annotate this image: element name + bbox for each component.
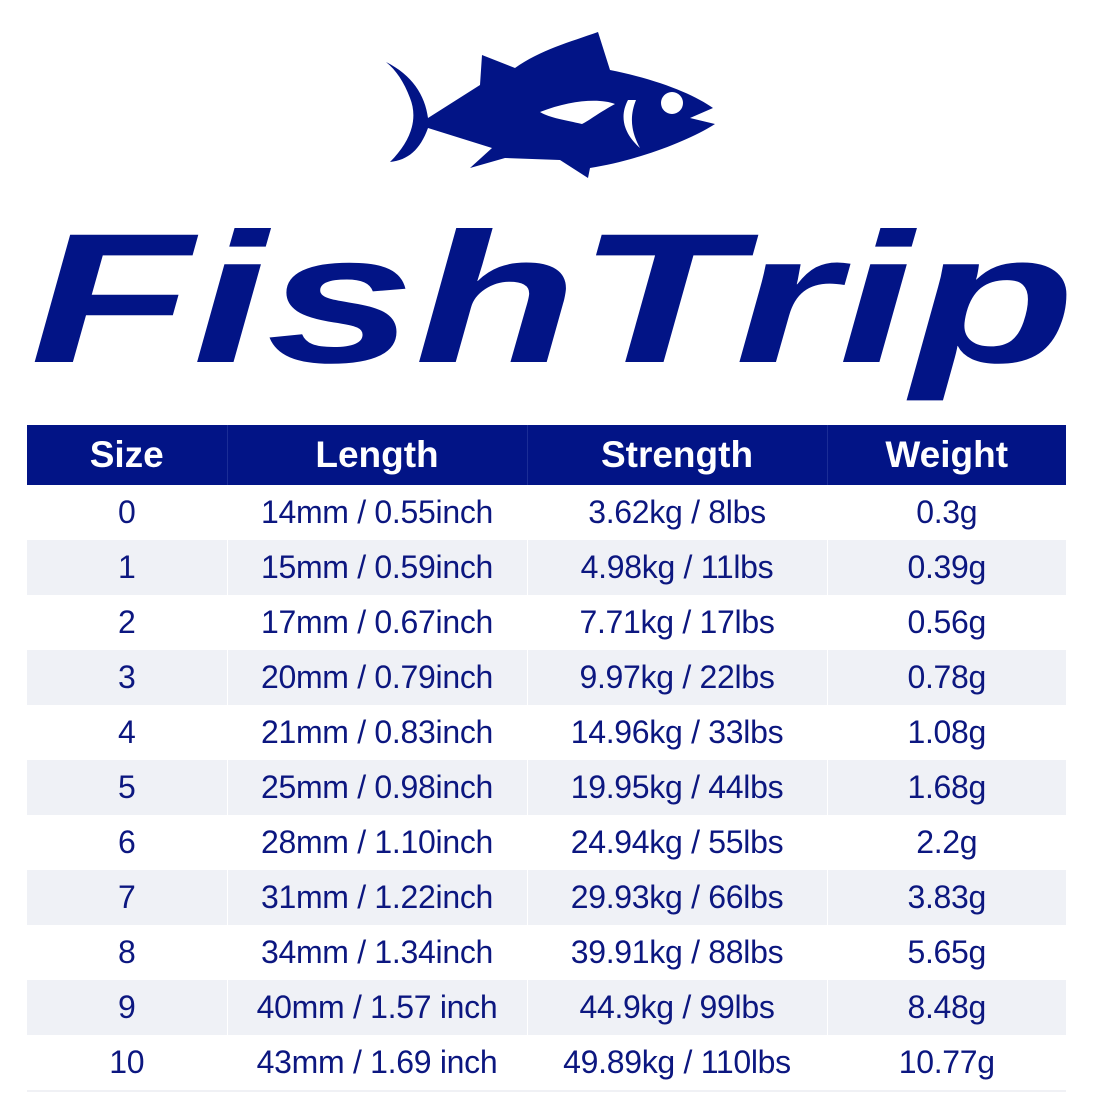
cell-strength: 3.62kg / 8lbs — [588, 494, 766, 530]
cell-strength: 49.89kg / 110lbs — [527, 1035, 827, 1092]
cell-strength: 24.94kg / 55lbs — [570, 824, 784, 860]
cell-weight: 0.3g — [916, 494, 978, 530]
cell-strength: 44.9kg / 99lbs — [526, 980, 827, 1035]
cell-size: 5 — [27, 760, 227, 815]
cell-strength: 29.93kg / 66lbs — [526, 870, 827, 925]
cell-length: 20mm / 0.79inch — [226, 650, 527, 705]
cell-size: 2 — [118, 604, 136, 640]
cell-weight: 10.77g — [827, 1035, 1066, 1092]
cell-weight: 2.2g — [916, 824, 978, 860]
cell-size: 1 — [27, 540, 227, 595]
table-row: 10 43mm / 1.69 inch 49.89kg / 110lbs 10.77g — [27, 1035, 1066, 1092]
cell-size: 10 — [27, 1035, 227, 1092]
table-row: 8 34mm / 1.34inch 39.91kg / 88lbs 5.65g — [27, 925, 1066, 980]
cell-length: 28mm / 1.10inch — [260, 824, 494, 860]
cell-size: 8 — [118, 934, 136, 970]
cell-length: 43mm / 1.69 inch — [227, 1035, 527, 1092]
cell-length: 31mm / 1.22inch — [226, 870, 527, 925]
cell-weight: 8.48g — [826, 980, 1066, 1035]
header-weight: Weight — [826, 425, 1066, 485]
table-row: 0 14mm / 0.55inch 3.62kg / 8lbs 0.3g — [27, 485, 1066, 540]
cell-strength: 19.95kg / 44lbs — [526, 760, 827, 815]
cell-weight: 3.83g — [826, 870, 1066, 925]
cell-strength: 9.97kg / 22lbs — [526, 650, 827, 705]
cell-length: 17mm / 0.67inch — [260, 604, 494, 640]
table-row: 3 20mm / 0.79inch 9.97kg / 22lbs 0.78g — [27, 650, 1066, 705]
cell-strength: 14.96kg / 33lbs — [570, 714, 784, 750]
brand-wordmark: FishTrip — [30, 196, 1075, 402]
table-row: 2 17mm / 0.67inch 7.71kg / 17lbs 0.56g — [27, 595, 1066, 650]
cell-size: 7 — [27, 870, 227, 925]
cell-length: 14mm / 0.55inch — [260, 494, 494, 530]
table-row: 5 25mm / 0.98inch 19.95kg / 44lbs 1.68g — [27, 760, 1066, 815]
cell-strength: 39.91kg / 88lbs — [570, 934, 784, 970]
table-row: 1 15mm / 0.59inch 4.98kg / 11lbs 0.39g — [27, 540, 1066, 595]
table-row: 4 21mm / 0.83inch 14.96kg / 33lbs 1.08g — [27, 705, 1066, 760]
table-row: 9 40mm / 1.57 inch 44.9kg / 99lbs 8.48g — [27, 980, 1066, 1035]
cell-weight: 0.39g — [826, 540, 1066, 595]
cell-length: 25mm / 0.98inch — [226, 760, 527, 815]
cell-length: 40mm / 1.57 inch — [226, 980, 527, 1035]
tuna-fish-icon — [386, 32, 715, 178]
cell-size: 3 — [27, 650, 227, 705]
cell-size: 4 — [118, 714, 136, 750]
cell-strength: 7.71kg / 17lbs — [579, 604, 775, 640]
cell-weight: 1.08g — [907, 714, 987, 750]
cell-size: 9 — [27, 980, 227, 1035]
cell-weight: 0.78g — [826, 650, 1066, 705]
table-header-row: Size Length Strength Weight — [27, 425, 1066, 485]
cell-weight: 1.68g — [826, 760, 1066, 815]
cell-size: 6 — [118, 824, 136, 860]
table-row: 7 31mm / 1.22inch 29.93kg / 66lbs 3.83g — [27, 870, 1066, 925]
cell-length: 34mm / 1.34inch — [260, 934, 494, 970]
cell-length: 21mm / 0.83inch — [260, 714, 494, 750]
table-row: 6 28mm / 1.10inch 24.94kg / 55lbs 2.2g — [27, 815, 1066, 870]
cell-weight: 5.65g — [907, 934, 987, 970]
cell-size: 0 — [118, 494, 136, 530]
cell-weight: 0.56g — [907, 604, 987, 640]
cell-length: 15mm / 0.59inch — [226, 540, 527, 595]
header-strength: Strength — [526, 425, 827, 485]
header-length: Length — [226, 425, 527, 485]
size-chart-table: Size Length Strength Weight 0 14mm / 0.55… — [27, 425, 1066, 1092]
header-size: Size — [27, 425, 227, 485]
cell-strength: 4.98kg / 11lbs — [526, 540, 827, 595]
brand-logo: FishTrip — [30, 32, 1075, 402]
